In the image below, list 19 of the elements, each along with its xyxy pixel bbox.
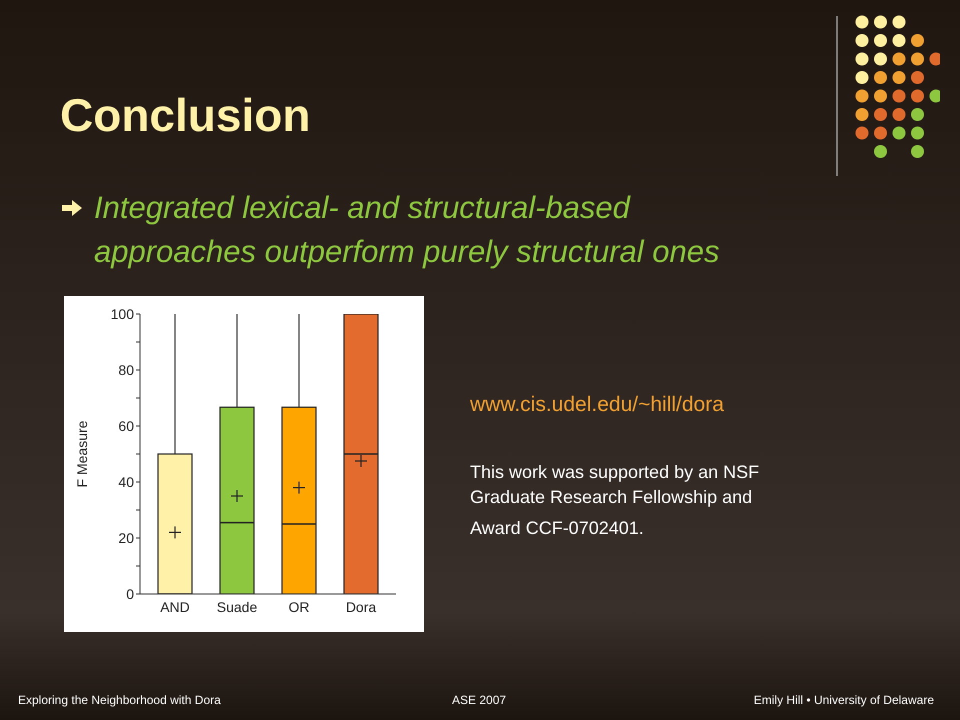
chart-subtitle: Integrated lexical- and structural-based approaches outperform purely structural ones — [94, 189, 720, 271]
x-tick-label: OR — [288, 598, 310, 615]
text: www.cis.udel.edu/~hill/dora — [470, 393, 724, 417]
x-tick-label: AND — [160, 598, 190, 615]
y-tick-label: 0 — [126, 586, 134, 602]
text: Emily Hill • University of Delaware — [754, 693, 934, 707]
y-tick-label: 100 — [110, 306, 134, 322]
text: This work was supported by an NSF Graduate Research Fellowship and — [470, 461, 760, 509]
x-tick-label: Dora — [346, 598, 376, 615]
x-tick-label: Suade — [216, 598, 258, 615]
y-tick-label: 20 — [118, 530, 134, 546]
y-tick-label: 80 — [118, 362, 134, 378]
y-tick-label: 60 — [118, 418, 134, 434]
text: ASE 2007 — [452, 693, 506, 707]
chart-title: Conclusion — [60, 88, 310, 142]
text: Award CCF-0702401. — [470, 518, 644, 539]
y-axis-title: F Measure — [74, 420, 90, 488]
text: Exploring the Neighborhood with Dora — [18, 693, 221, 707]
y-tick-label: 40 — [118, 474, 134, 490]
